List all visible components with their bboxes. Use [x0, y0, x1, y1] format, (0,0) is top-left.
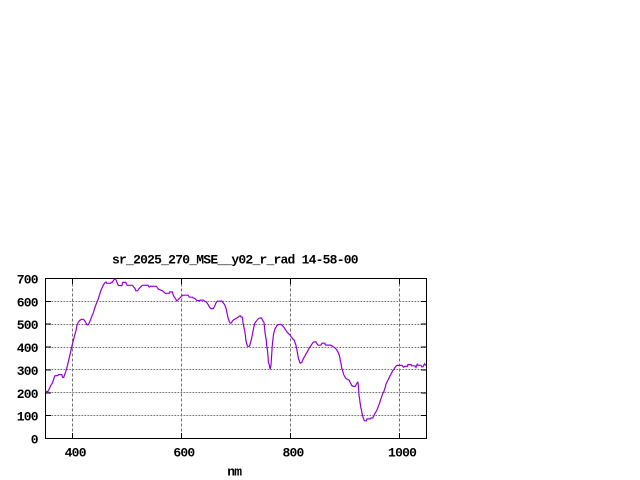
svg-text:400: 400 [65, 446, 87, 461]
svg-text:100: 100 [17, 410, 39, 425]
svg-text:sr_2025_270_MSE__y02_r_rad 14-: sr_2025_270_MSE__y02_r_rad 14-58-00 [112, 252, 359, 267]
svg-text:500: 500 [17, 318, 39, 333]
svg-text:400: 400 [17, 341, 39, 356]
svg-text:0: 0 [31, 433, 39, 448]
svg-text:600: 600 [173, 446, 195, 461]
svg-text:300: 300 [17, 364, 39, 379]
svg-text:1000: 1000 [388, 446, 417, 461]
svg-text:600: 600 [17, 295, 39, 310]
svg-text:700: 700 [17, 273, 39, 288]
svg-text:nm: nm [227, 465, 242, 480]
svg-text:800: 800 [282, 446, 304, 461]
svg-text:200: 200 [17, 387, 39, 402]
